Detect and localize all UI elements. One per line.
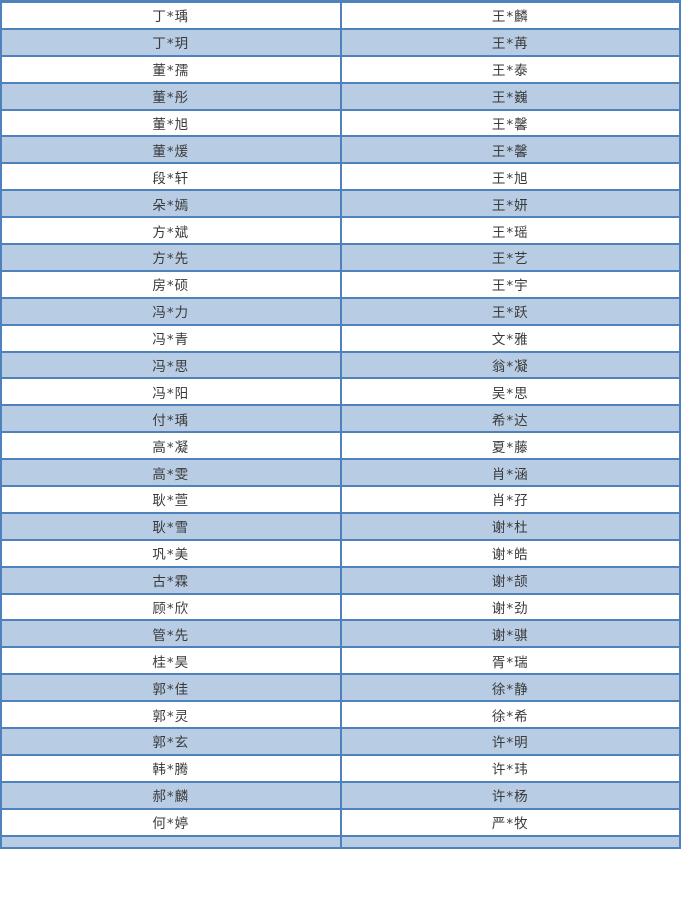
table-row: 冯*思 翁*凝 xyxy=(0,350,681,380)
table-row: 冯*阳 吴*思 xyxy=(0,377,681,407)
name-cell-right: 许*杨 xyxy=(339,780,681,810)
name-cell-right: 夏*藤 xyxy=(339,431,681,461)
partial-row-bottom xyxy=(0,834,681,849)
name-cell-right: 肖*孖 xyxy=(339,485,681,514)
name-cell-left: 董*煖 xyxy=(0,135,342,165)
name-cell-right: 王*妍 xyxy=(339,189,681,219)
name-cell-right: 王*馨 xyxy=(339,108,681,138)
name-cell-right: 王*跃 xyxy=(339,296,681,326)
name-cell-right: 希*达 xyxy=(339,404,681,434)
name-cell-left: 冯*阳 xyxy=(0,377,342,407)
name-cell-right: 谢*颉 xyxy=(339,565,681,595)
table-row: 付*瑀 希*达 xyxy=(0,404,681,434)
name-cell-left: 冯*青 xyxy=(0,323,342,353)
name-cell-left: 郭*灵 xyxy=(0,700,342,730)
masked-names-table: 丁*瑀 王*麟 丁*玥 王*苒 董*孺 王*泰 董*彤 王*巍 董*旭 王*馨 … xyxy=(0,0,681,849)
name-cell-right: 胥*瑞 xyxy=(339,646,681,676)
name-cell-right: 王*苒 xyxy=(339,27,681,57)
table-row: 顾*欣 谢*劲 xyxy=(0,592,681,622)
table-row: 古*霖 谢*颉 xyxy=(0,565,681,595)
name-cell-right: 王*艺 xyxy=(339,243,681,272)
name-cell-left: 董*旭 xyxy=(0,108,342,138)
name-cell-left: 桂*昊 xyxy=(0,646,342,676)
name-cell-right: 严*牧 xyxy=(339,807,681,837)
name-cell-right xyxy=(339,834,681,849)
table-row: 管*先 谢*骐 xyxy=(0,619,681,649)
name-cell-left: 董*孺 xyxy=(0,54,342,84)
name-cell-right: 肖*涵 xyxy=(339,458,681,488)
table-row: 董*孺 王*泰 xyxy=(0,54,681,84)
name-cell-left: 何*婷 xyxy=(0,807,342,837)
table-row: 韩*腾 许*玮 xyxy=(0,753,681,783)
name-cell-right: 谢*劲 xyxy=(339,592,681,622)
name-cell-right: 徐*希 xyxy=(339,700,681,730)
table-row: 董*旭 王*馨 xyxy=(0,108,681,138)
name-cell-right: 吴*思 xyxy=(339,377,681,407)
table-row: 桂*昊 胥*瑞 xyxy=(0,646,681,676)
name-cell-left: 董*彤 xyxy=(0,81,342,111)
name-cell-left: 高*凝 xyxy=(0,431,342,461)
table-row: 方*斌 王*瑶 xyxy=(0,216,681,246)
name-cell-left: 方*先 xyxy=(0,243,342,272)
name-cell-right: 许*玮 xyxy=(339,753,681,783)
name-cell-right: 谢*骐 xyxy=(339,619,681,649)
table-row: 段*轩 王*旭 xyxy=(0,162,681,192)
name-cell-left: 朵*嫣 xyxy=(0,189,342,219)
table-row: 高*凝 夏*藤 xyxy=(0,431,681,461)
name-cell-left xyxy=(0,834,342,849)
name-cell-left: 丁*瑀 xyxy=(0,1,342,30)
name-cell-right: 王*瑶 xyxy=(339,216,681,246)
name-cell-right: 王*馨 xyxy=(339,135,681,165)
table-row: 高*雯 肖*涵 xyxy=(0,458,681,488)
name-cell-right: 许*明 xyxy=(339,727,681,756)
name-cell-right: 谢*杜 xyxy=(339,511,681,541)
name-cell-right: 王*宇 xyxy=(339,269,681,299)
name-cell-right: 王*旭 xyxy=(339,162,681,192)
name-cell-left: 冯*思 xyxy=(0,350,342,380)
name-cell-left: 顾*欣 xyxy=(0,592,342,622)
name-cell-left: 郭*佳 xyxy=(0,673,342,703)
name-cell-right: 翁*凝 xyxy=(339,350,681,380)
table-row: 冯*力 王*跃 xyxy=(0,296,681,326)
name-cell-left: 付*瑀 xyxy=(0,404,342,434)
table-row: 巩*美 谢*皓 xyxy=(0,538,681,568)
table-row: 朵*嫣 王*妍 xyxy=(0,189,681,219)
name-cell-right: 王*泰 xyxy=(339,54,681,84)
table-row: 郝*麟 许*杨 xyxy=(0,780,681,810)
name-cell-left: 古*霖 xyxy=(0,565,342,595)
table-row: 房*硕 王*宇 xyxy=(0,269,681,299)
name-cell-left: 郭*玄 xyxy=(0,727,342,756)
table-row: 郭*玄 许*明 xyxy=(0,727,681,756)
name-cell-left: 段*轩 xyxy=(0,162,342,192)
table-row: 耿*雪 谢*杜 xyxy=(0,511,681,541)
table-row: 董*煖 王*馨 xyxy=(0,135,681,165)
table-row: 郭*佳 徐*静 xyxy=(0,673,681,703)
name-cell-right: 王*麟 xyxy=(339,1,681,30)
table-row: 何*婷 严*牧 xyxy=(0,807,681,837)
name-cell-left: 房*硕 xyxy=(0,269,342,299)
name-cell-right: 文*雅 xyxy=(339,323,681,353)
name-cell-left: 管*先 xyxy=(0,619,342,649)
names-table-body: 丁*瑀 王*麟 丁*玥 王*苒 董*孺 王*泰 董*彤 王*巍 董*旭 王*馨 … xyxy=(0,0,681,849)
table-row: 丁*瑀 王*麟 xyxy=(0,1,681,30)
table-row: 冯*青 文*雅 xyxy=(0,323,681,353)
table-row: 董*彤 王*巍 xyxy=(0,81,681,111)
name-cell-left: 丁*玥 xyxy=(0,27,342,57)
name-cell-left: 郝*麟 xyxy=(0,780,342,810)
table-row: 方*先 王*艺 xyxy=(0,243,681,272)
name-cell-left: 高*雯 xyxy=(0,458,342,488)
name-cell-left: 方*斌 xyxy=(0,216,342,246)
name-cell-left: 巩*美 xyxy=(0,538,342,568)
table-row: 郭*灵 徐*希 xyxy=(0,700,681,730)
table-row: 丁*玥 王*苒 xyxy=(0,27,681,57)
name-cell-right: 王*巍 xyxy=(339,81,681,111)
name-cell-left: 韩*腾 xyxy=(0,753,342,783)
name-cell-right: 谢*皓 xyxy=(339,538,681,568)
name-cell-right: 徐*静 xyxy=(339,673,681,703)
table-row: 耿*萱 肖*孖 xyxy=(0,485,681,514)
name-cell-left: 耿*雪 xyxy=(0,511,342,541)
name-cell-left: 冯*力 xyxy=(0,296,342,326)
name-cell-left: 耿*萱 xyxy=(0,485,342,514)
